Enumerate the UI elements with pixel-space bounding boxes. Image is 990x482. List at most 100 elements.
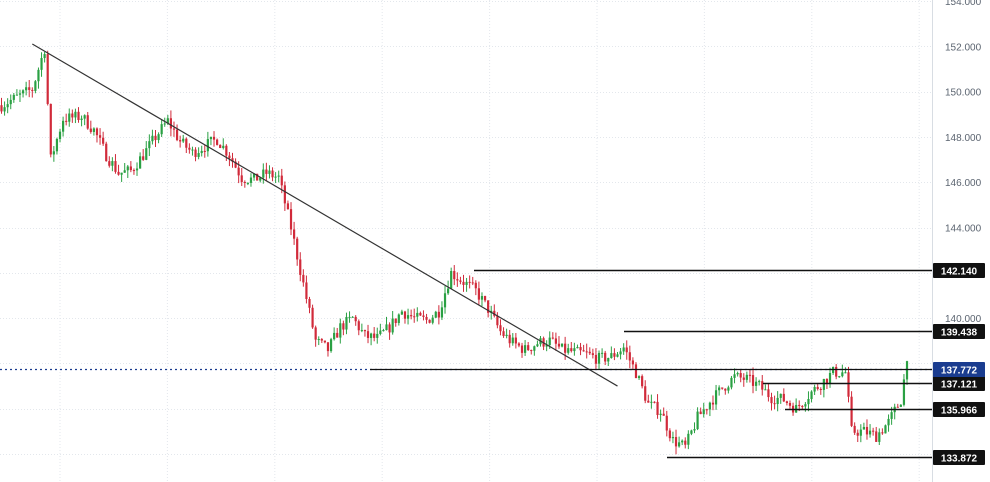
candle-body	[114, 161, 117, 172]
candle-body	[644, 386, 647, 401]
chart-overlays	[0, 43, 932, 459]
candle-body	[813, 386, 816, 392]
candle-body	[668, 430, 671, 439]
candle-body	[28, 87, 31, 90]
candle-body	[163, 123, 166, 125]
candle-body	[151, 135, 154, 142]
candle-body	[357, 321, 360, 331]
candle-body	[188, 147, 191, 150]
candle-body	[641, 376, 644, 387]
candle-body	[160, 124, 163, 135]
current-price-tag-label: 137.772	[941, 365, 978, 376]
candle-body	[191, 149, 194, 151]
candle-body	[554, 338, 557, 344]
candle-body	[379, 330, 382, 334]
candle-body	[382, 330, 385, 332]
candle-body	[139, 156, 142, 169]
candle-body	[653, 401, 656, 403]
y-tick-label: 148.000	[945, 133, 982, 144]
candle-body	[902, 379, 906, 405]
candle-body	[496, 315, 499, 326]
candle-body	[456, 279, 459, 281]
candle-body	[878, 432, 881, 442]
candle-body	[459, 280, 462, 282]
level-tag-label: 133.872	[941, 453, 978, 464]
candle-body	[764, 389, 767, 391]
candle-body	[231, 158, 234, 162]
candle-body	[145, 148, 148, 160]
candle-body	[302, 274, 305, 283]
candle-body	[289, 209, 293, 230]
candle-body	[687, 433, 690, 445]
level-price-tag: 142.140	[933, 263, 985, 278]
candle-body	[3, 107, 6, 112]
candle-body	[736, 373, 739, 375]
candle-body	[265, 169, 268, 174]
candle-body	[49, 103, 52, 155]
candle-body	[582, 350, 585, 352]
candle-body	[440, 307, 444, 318]
candle-body	[564, 343, 567, 353]
candle-body	[751, 375, 755, 386]
level-price-tag: 135.966	[933, 402, 985, 417]
candle-body	[74, 111, 77, 118]
y-tick-label: 154.000	[945, 0, 982, 8]
candle-body	[15, 94, 18, 96]
candle-body	[175, 129, 179, 141]
level-tag-label: 135.966	[941, 405, 978, 416]
candle-body	[856, 432, 859, 436]
candle-body	[776, 397, 779, 405]
candle-body	[200, 150, 203, 154]
candle-body	[711, 402, 715, 405]
candle-body	[326, 342, 330, 352]
candle-body	[129, 166, 132, 171]
candle-body	[385, 324, 388, 331]
candle-body	[172, 128, 176, 130]
candle-body	[499, 325, 502, 332]
candle-body	[256, 173, 259, 181]
candle-body	[6, 104, 9, 108]
candle-body	[142, 156, 145, 160]
candle-body	[422, 315, 425, 317]
candle-body	[511, 337, 514, 344]
candle-body	[268, 170, 271, 174]
candle-body	[443, 293, 447, 308]
candle-body	[314, 327, 317, 340]
candle-body	[887, 418, 890, 426]
candle-body	[25, 87, 28, 91]
candle-body	[105, 143, 108, 162]
candle-body	[696, 411, 699, 430]
candle-body	[619, 351, 622, 355]
candle-body	[206, 139, 209, 152]
candle-body	[453, 271, 456, 280]
candle-body	[693, 429, 696, 431]
candle-body	[351, 316, 354, 318]
candle-body	[622, 347, 625, 352]
current-price-tag-background	[933, 362, 985, 377]
candle-body	[243, 181, 246, 183]
candle-body	[55, 138, 59, 152]
y-tick-label: 152.000	[945, 42, 982, 53]
candle-body	[896, 406, 899, 408]
price-axis: 154.000 152.000 150.000 148.000 146.000 144.0…	[933, 0, 985, 465]
candle-body	[570, 348, 573, 352]
candle-body	[733, 374, 736, 378]
candle-body	[240, 175, 243, 182]
candle-body	[299, 259, 302, 275]
candle-body	[822, 379, 825, 390]
candle-body	[102, 137, 105, 144]
candle-body	[37, 69, 40, 82]
candle-body	[246, 182, 249, 184]
candle-body	[465, 281, 468, 285]
candle-body	[360, 330, 363, 332]
candle-body	[705, 409, 708, 411]
candle-body	[354, 316, 357, 322]
candle-body	[527, 345, 530, 351]
candle-body	[132, 170, 136, 172]
level-tag-background	[933, 376, 985, 391]
candle-body	[262, 169, 265, 178]
candle-body	[828, 373, 832, 384]
candle-body	[548, 337, 551, 346]
candle-body	[410, 315, 413, 317]
